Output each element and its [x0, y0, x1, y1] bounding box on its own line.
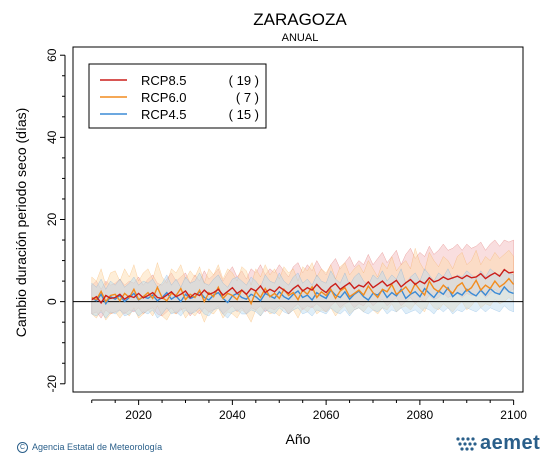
aemet-logo-text: aemet: [480, 432, 541, 454]
x-tick-label: 2060: [313, 408, 340, 422]
series-line-rcp85: [91, 268, 514, 305]
aemet-logo-icon: [456, 437, 477, 451]
plot-frame: [72, 46, 524, 393]
agency-credit: C Agencia Estatal de Meteorología: [17, 442, 163, 454]
y-tick-label: 60: [45, 48, 59, 62]
y-tick-label: 0: [45, 298, 59, 305]
legend-label: RCP6.0: [141, 90, 187, 105]
y-tick-label: -20: [45, 375, 59, 393]
chart-subtitle: ANUAL: [281, 32, 319, 44]
x-tick-label: 2100: [500, 408, 527, 422]
agency-credit-text: Agencia Estatal de Meteorología: [32, 442, 163, 452]
aemet-logo: aemet: [455, 432, 540, 455]
legend-count: ( 15 ): [229, 107, 259, 122]
legend-label: RCP4.5: [141, 107, 187, 122]
band-rcp85: [91, 239, 514, 319]
legend-count: ( 7 ): [236, 90, 259, 105]
y-tick-label: 40: [45, 130, 59, 144]
legend: RCP8.5 ( 19 ) RCP6.0 ( 7 ) RCP4.5 ( 15 ): [88, 63, 267, 129]
legend-label: RCP8.5: [141, 73, 187, 88]
x-tick-label: 2020: [125, 408, 152, 422]
x-tick-label: 2040: [219, 408, 246, 422]
legend-box: [88, 63, 267, 129]
y-tick-label: 20: [45, 213, 59, 227]
x-axis-title: Año: [286, 431, 311, 447]
chart-title: ZARAGOZA: [253, 10, 347, 29]
copyright-icon: C: [17, 442, 28, 454]
y-axis-title: Cambio duración periodo seco (días): [13, 108, 29, 338]
legend-count: ( 19 ): [229, 73, 259, 88]
x-tick-label: 2080: [407, 408, 434, 422]
